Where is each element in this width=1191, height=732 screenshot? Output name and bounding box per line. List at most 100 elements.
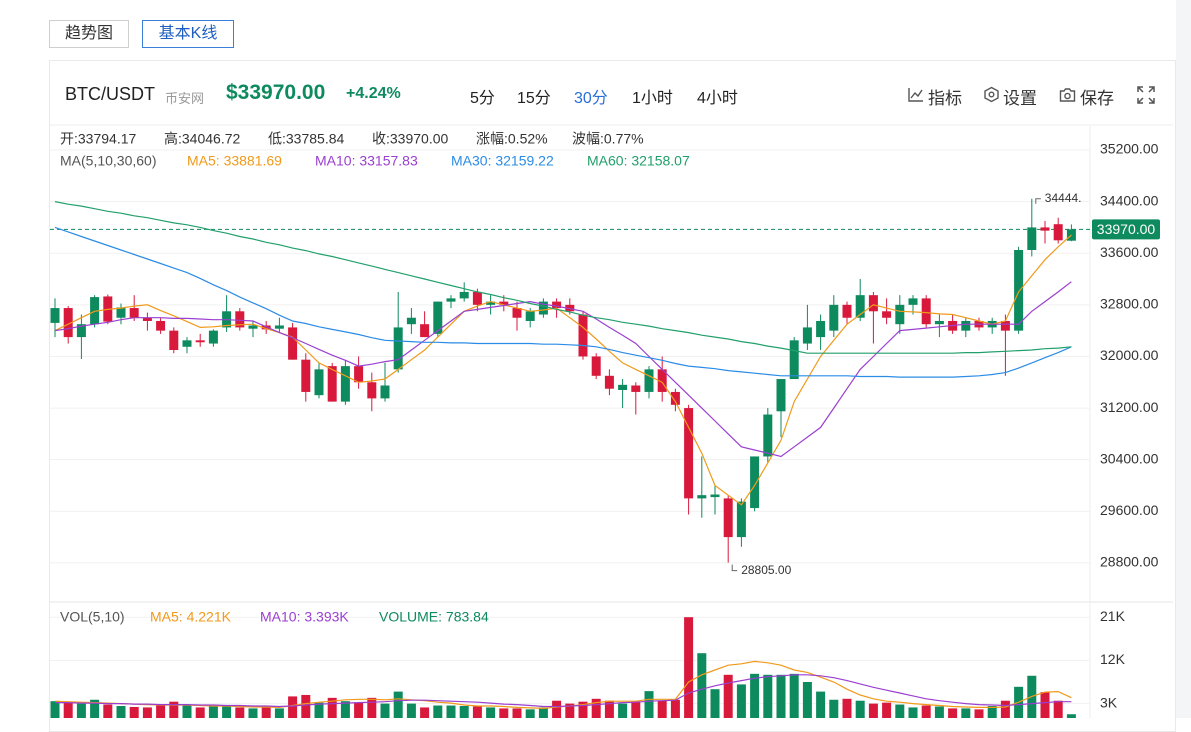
candle-body <box>657 369 667 392</box>
volume-bar <box>908 707 918 718</box>
volume-bar <box>948 708 958 718</box>
y-tick-label: 12K <box>1100 651 1126 667</box>
volume-bar <box>921 705 931 718</box>
candle-body <box>525 311 535 321</box>
y-tick-label: 29600.00 <box>1100 502 1159 518</box>
price: $33970.00 <box>226 81 326 104</box>
candle-body <box>327 366 337 402</box>
candle-body <box>420 324 430 338</box>
volume-bar <box>367 697 377 718</box>
volume-bar <box>433 705 443 718</box>
candle-body <box>538 301 548 315</box>
high-label: 34444. <box>1045 191 1082 205</box>
volume-bar <box>684 617 694 718</box>
candle-body <box>763 414 773 457</box>
volume-bar <box>393 691 403 718</box>
volume-bar <box>248 708 258 718</box>
candle-body <box>604 375 614 389</box>
volume-bar <box>644 691 654 718</box>
tool-indicator[interactable]: 指标 <box>928 89 962 108</box>
volume-bar <box>76 703 86 718</box>
volume-bar <box>552 700 562 718</box>
y-tick-label: 32800.00 <box>1100 296 1159 312</box>
candle-body <box>921 298 931 325</box>
interval[interactable]: 4小时 <box>697 90 738 107</box>
volume-bar <box>525 709 535 718</box>
candle-body <box>156 320 166 331</box>
volume-bar <box>816 691 826 718</box>
volume-bar <box>631 701 641 718</box>
candle-body <box>354 366 364 383</box>
volume-bar <box>670 699 680 718</box>
volume-ma-line <box>54 660 1072 710</box>
candle-body <box>789 340 799 380</box>
interval[interactable]: 1小时 <box>632 90 673 107</box>
volume-bar <box>314 702 324 718</box>
candle-body <box>314 369 324 396</box>
legend-entry: MA10: 3.393K <box>260 609 349 625</box>
volume-bar <box>354 702 364 718</box>
volume-bar <box>129 706 139 718</box>
candle-body <box>908 298 918 305</box>
exchange: 币安网 <box>165 91 205 106</box>
volume-bar <box>987 706 997 718</box>
interval[interactable]: 5分 <box>470 90 495 107</box>
volume-bar <box>604 700 614 718</box>
ohlc-info: 涨幅:0.52% <box>476 131 548 147</box>
tab[interactable]: 趋势图 <box>49 20 129 48</box>
volume-bar <box>142 707 152 718</box>
camera-icon <box>1059 88 1076 102</box>
volume-bar <box>301 694 311 718</box>
indicator-icon <box>908 88 923 102</box>
candle-body <box>710 494 720 498</box>
tab-active[interactable]: 基本K线 <box>142 20 234 48</box>
y-tick-label: 21K <box>1100 608 1126 624</box>
volume-bar <box>512 708 522 718</box>
candle-body <box>380 385 390 399</box>
candle-body <box>802 327 812 344</box>
volume-bar <box>340 701 350 718</box>
fullscreen-icon[interactable] <box>1136 85 1156 105</box>
volume-bar <box>420 707 430 718</box>
candle-body <box>76 324 86 338</box>
y-tick-label: 30400.00 <box>1100 450 1159 466</box>
interval-active[interactable]: 30分 <box>574 90 608 107</box>
ohlc-info: 波幅:0.77% <box>572 131 644 147</box>
volume-bar <box>868 703 878 718</box>
tool-save[interactable]: 保存 <box>1080 89 1114 108</box>
volume-bar <box>895 704 905 718</box>
y-tick-label: 28800.00 <box>1100 554 1159 570</box>
volume-bar <box>974 709 984 718</box>
candle-body <box>1027 227 1037 250</box>
volume-bar <box>459 706 469 718</box>
volume-bar <box>934 706 944 718</box>
volume-bar <box>182 705 192 718</box>
volume-bar <box>697 653 707 718</box>
candle-body <box>116 307 126 318</box>
change: +4.24% <box>346 85 401 102</box>
volume-bar <box>261 706 271 718</box>
tool-settings[interactable]: 设置 <box>1003 89 1037 108</box>
symbol: BTC/USDT <box>65 84 155 104</box>
candle-body <box>895 304 905 325</box>
volume-current: VOLUME: 783.84 <box>379 609 489 625</box>
candle-body <box>1053 224 1063 241</box>
candle-body <box>274 325 284 329</box>
volume-bar <box>288 696 298 718</box>
candle-body <box>882 311 892 318</box>
volume-bar <box>499 708 509 718</box>
candle-body <box>723 498 733 538</box>
candle-body <box>195 340 205 343</box>
volume-bar <box>169 701 179 718</box>
interval[interactable]: 15分 <box>517 90 551 107</box>
candle-body <box>63 308 73 338</box>
ma-line <box>54 281 1072 458</box>
candle-body <box>1040 227 1050 231</box>
volume-bar <box>103 704 113 718</box>
volume-bar <box>961 708 971 718</box>
candle-body <box>736 501 746 538</box>
volume-bar <box>855 700 865 718</box>
y-tick-label: 35200.00 <box>1100 141 1159 157</box>
high-marker <box>1035 198 1041 204</box>
